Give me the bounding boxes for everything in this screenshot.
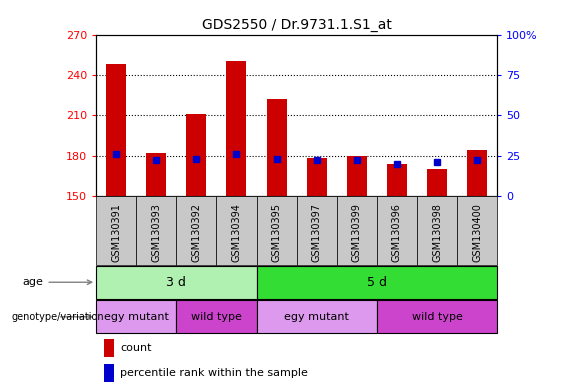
- Title: GDS2550 / Dr.9731.1.S1_at: GDS2550 / Dr.9731.1.S1_at: [202, 18, 392, 32]
- Bar: [427, 169, 447, 196]
- Text: wild type: wild type: [411, 312, 463, 322]
- Bar: [216, 196, 257, 265]
- Text: percentile rank within the sample: percentile rank within the sample: [120, 367, 308, 377]
- Text: GSM130397: GSM130397: [312, 203, 321, 262]
- Text: GSM130392: GSM130392: [192, 203, 201, 262]
- Text: GSM130398: GSM130398: [432, 203, 442, 262]
- Text: GSM130399: GSM130399: [352, 203, 362, 262]
- Bar: [347, 156, 367, 196]
- Text: wild type: wild type: [191, 312, 242, 322]
- Text: GSM130391: GSM130391: [111, 203, 121, 262]
- Bar: [96, 300, 176, 333]
- Text: GSM130395: GSM130395: [272, 203, 281, 262]
- Text: GSM130394: GSM130394: [232, 203, 241, 262]
- Bar: [387, 164, 407, 196]
- Bar: [227, 61, 246, 196]
- Bar: [96, 266, 257, 299]
- Bar: [417, 196, 457, 265]
- Bar: [467, 150, 487, 196]
- Bar: [176, 300, 257, 333]
- Bar: [104, 364, 114, 382]
- Text: count: count: [120, 343, 151, 353]
- Bar: [136, 196, 176, 265]
- Text: genotype/variation: genotype/variation: [11, 312, 104, 322]
- Text: 5 d: 5 d: [367, 276, 387, 289]
- Text: egy mutant: egy mutant: [284, 312, 349, 322]
- Text: GSM130393: GSM130393: [151, 203, 161, 262]
- Text: 3 d: 3 d: [166, 276, 186, 289]
- Bar: [337, 196, 377, 265]
- Text: egy mutant: egy mutant: [104, 312, 168, 322]
- Bar: [377, 300, 497, 333]
- Bar: [257, 196, 297, 265]
- Bar: [106, 64, 126, 196]
- Bar: [267, 99, 286, 196]
- Bar: [96, 196, 136, 265]
- Bar: [377, 196, 417, 265]
- Bar: [257, 300, 377, 333]
- Bar: [257, 266, 497, 299]
- Bar: [297, 196, 337, 265]
- Bar: [104, 339, 114, 356]
- Bar: [176, 196, 216, 265]
- Bar: [457, 196, 497, 265]
- Bar: [146, 153, 166, 196]
- Bar: [186, 114, 206, 196]
- Text: GSM130400: GSM130400: [472, 203, 482, 262]
- Bar: [307, 158, 327, 196]
- Text: GSM130396: GSM130396: [392, 203, 402, 262]
- Text: age: age: [23, 277, 92, 287]
